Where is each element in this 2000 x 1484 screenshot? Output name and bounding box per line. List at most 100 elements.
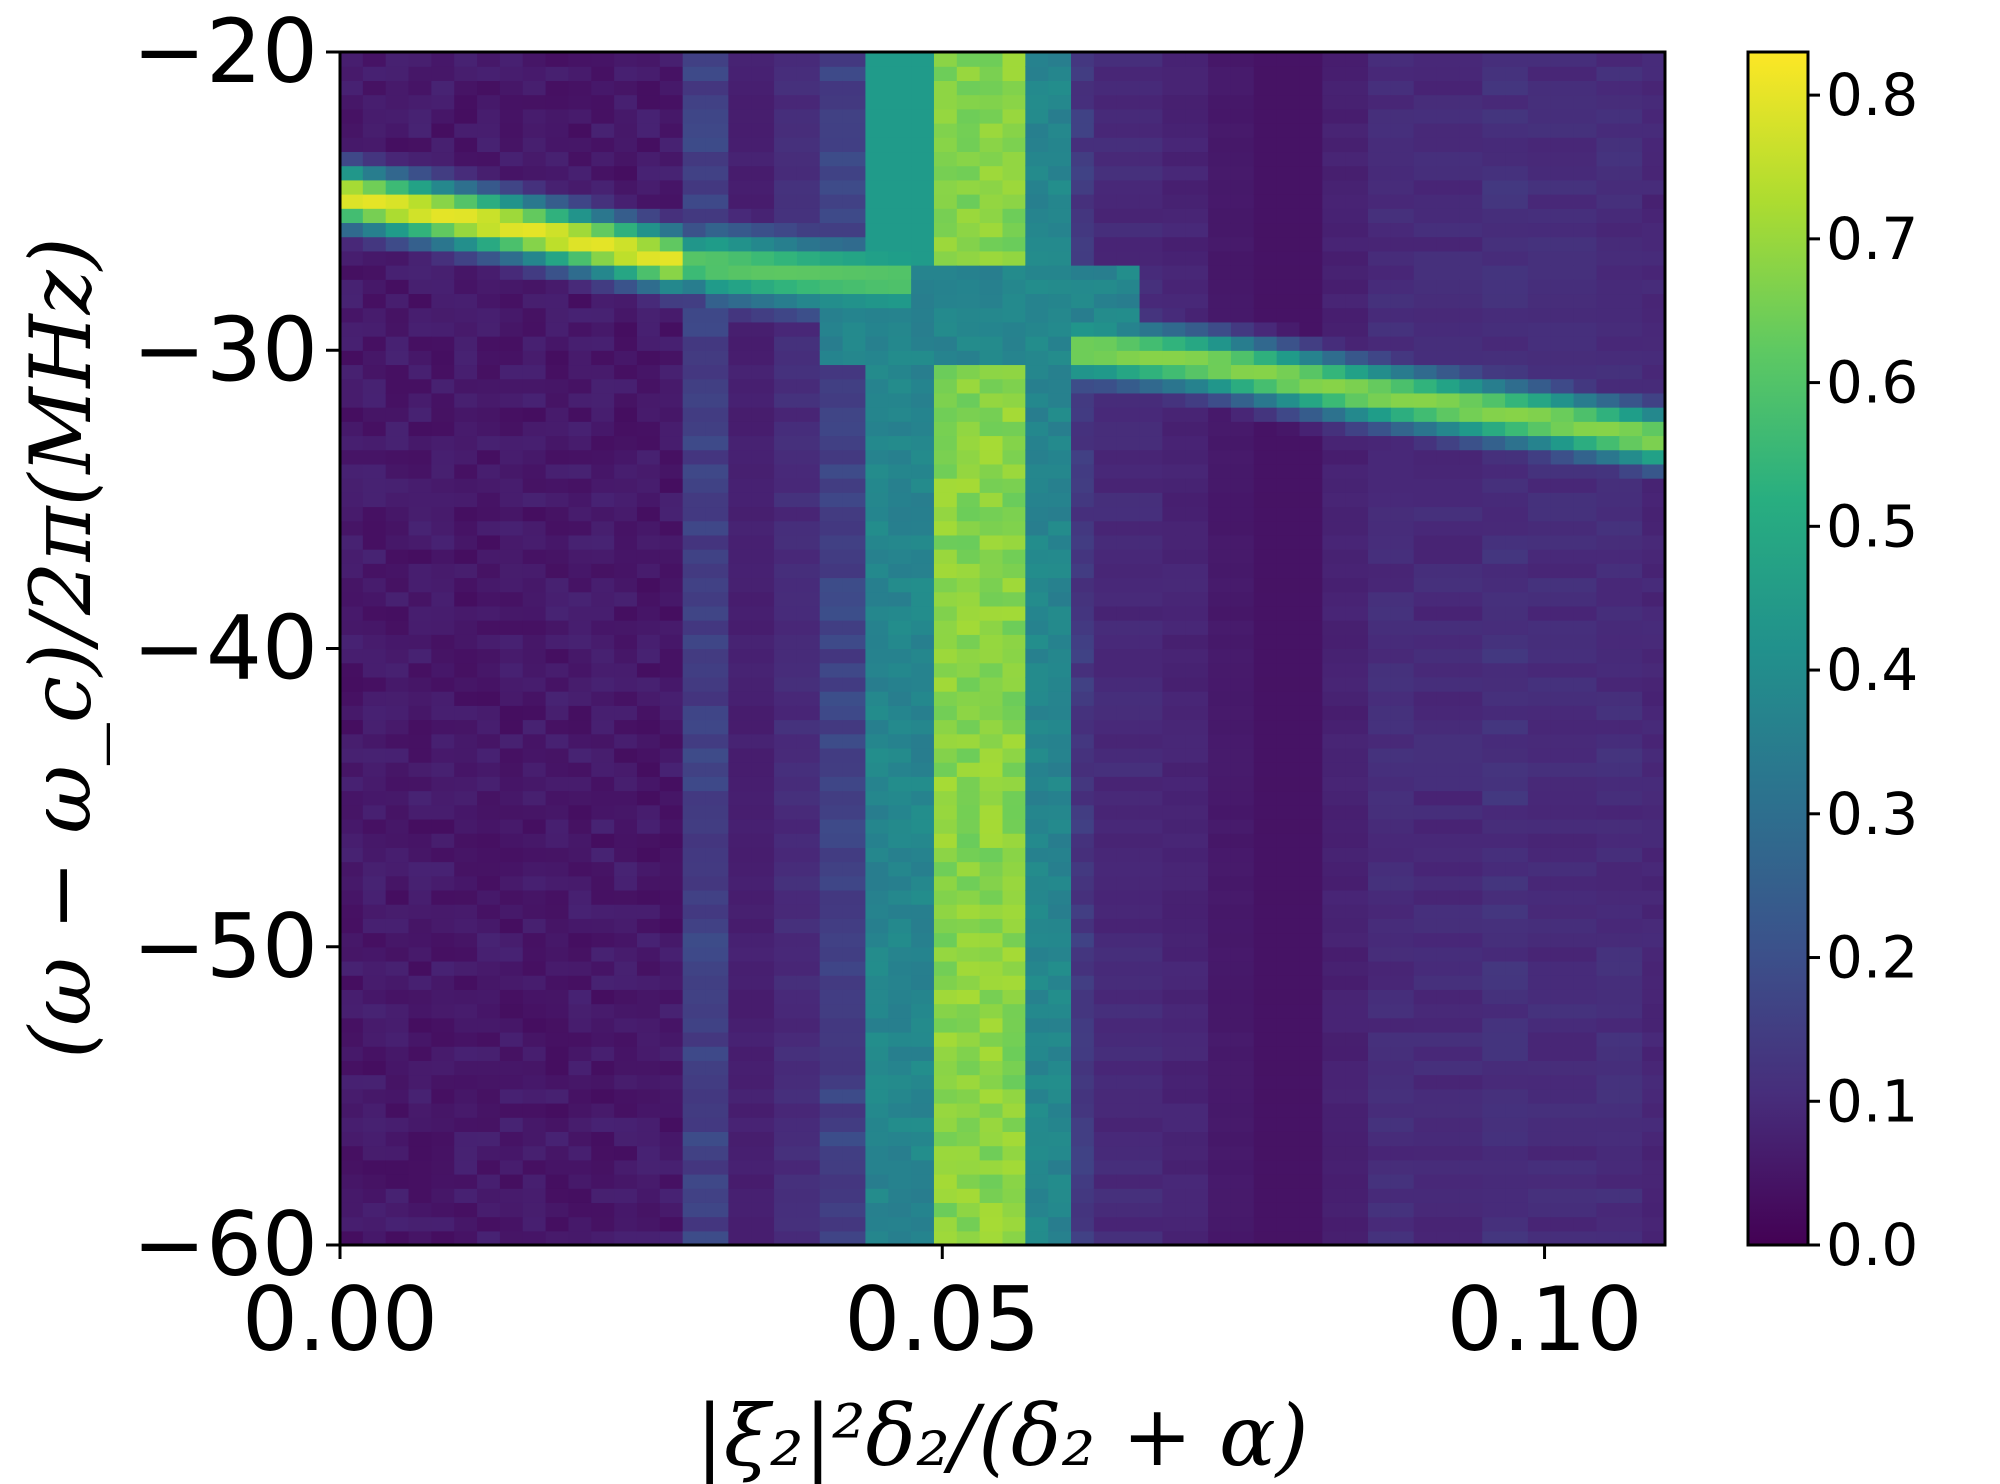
heatmap-cell: [1368, 549, 1392, 564]
heatmap-cell: [682, 705, 707, 721]
heatmap-cell: [1573, 463, 1598, 479]
heatmap-cell: [1436, 733, 1460, 749]
heatmap-cell: [591, 336, 615, 351]
heatmap-cell: [911, 605, 935, 621]
heatmap-cell: [682, 208, 707, 224]
heatmap-cell: [751, 222, 775, 238]
heatmap-cell: [1208, 776, 1232, 792]
heatmap-cell: [1390, 847, 1415, 863]
heatmap-cell: [956, 918, 981, 934]
heatmap-cell: [477, 1230, 501, 1246]
heatmap-cell: [819, 165, 844, 181]
heatmap-cell: [682, 975, 707, 990]
heatmap-cell: [1573, 364, 1598, 380]
heatmap-cell: [979, 1046, 1004, 1061]
heatmap-cell: [568, 676, 592, 692]
heatmap-cell: [477, 1031, 501, 1047]
heatmap-cell: [728, 321, 752, 337]
heatmap-cell: [408, 194, 432, 209]
heatmap-cell: [1322, 194, 1346, 209]
heatmap-cell: [1139, 1173, 1164, 1189]
heatmap-cell: [568, 889, 592, 905]
heatmap-cell: [1208, 321, 1232, 337]
heatmap-cell: [659, 236, 684, 252]
heatmap-cell: [728, 94, 752, 110]
heatmap-cell: [454, 634, 478, 650]
heatmap-cell: [1322, 108, 1346, 124]
heatmap-cell: [774, 818, 798, 834]
heatmap-cell: [522, 236, 547, 252]
heatmap-cell: [865, 279, 889, 295]
heatmap-cell: [1299, 165, 1323, 181]
heatmap-cell: [956, 946, 981, 962]
heatmap-cell: [1276, 350, 1301, 366]
heatmap-cell: [1299, 1230, 1323, 1246]
heatmap-cell: [1619, 747, 1643, 763]
heatmap-cell: [933, 449, 958, 465]
heatmap-cell: [614, 549, 638, 564]
heatmap-cell: [522, 1131, 547, 1147]
heatmap-cell: [1116, 108, 1141, 124]
heatmap-cell: [1550, 1017, 1575, 1033]
heatmap-cell: [1116, 52, 1141, 67]
heatmap-cell: [1322, 875, 1346, 891]
heatmap-cell: [911, 463, 935, 479]
heatmap-cell: [340, 577, 364, 593]
heatmap-cell: [568, 165, 592, 181]
heatmap-cell: [728, 378, 752, 394]
heatmap-cell: [614, 1074, 638, 1090]
heatmap-cell: [477, 108, 501, 124]
heatmap-cell: [1642, 222, 1666, 238]
heatmap-cell: [1093, 66, 1118, 81]
heatmap-cell: [454, 123, 478, 138]
heatmap-cell: [888, 591, 912, 607]
heatmap-cell: [1048, 847, 1072, 863]
heatmap-cell: [591, 1031, 615, 1047]
heatmap-cell: [933, 179, 958, 195]
heatmap-cell: [1436, 1003, 1460, 1019]
heatmap-cell: [385, 94, 410, 110]
heatmap-cell: [1596, 407, 1620, 422]
heatmap-cell: [1642, 520, 1666, 536]
heatmap-cell: [568, 1031, 592, 1047]
heatmap-cell: [1139, 151, 1164, 167]
heatmap-cell: [1116, 1060, 1141, 1076]
heatmap-cell: [956, 691, 981, 706]
heatmap-cell: [1436, 52, 1460, 67]
heatmap-cell: [1390, 1117, 1415, 1132]
heatmap-cell: [568, 1046, 592, 1061]
heatmap-cell: [774, 123, 798, 138]
heatmap-cell: [1093, 1017, 1118, 1033]
heatmap-cell: [888, 818, 912, 834]
heatmap-cell: [1459, 1031, 1483, 1047]
heatmap-cell: [591, 279, 615, 295]
heatmap-cell: [705, 66, 729, 81]
heatmap-cell: [933, 435, 958, 451]
heatmap-cell: [979, 94, 1004, 110]
heatmap-cell: [1025, 80, 1049, 96]
heatmap-cell: [614, 236, 638, 252]
heatmap-cell: [728, 620, 752, 635]
heatmap-cell: [1208, 960, 1232, 976]
heatmap-cell: [454, 1188, 478, 1203]
heatmap-cell: [1436, 975, 1460, 990]
heatmap-cell: [1002, 179, 1026, 195]
heatmap-cell: [1505, 932, 1529, 948]
heatmap-cell: [888, 463, 912, 479]
heatmap-cell: [1436, 904, 1460, 919]
heatmap-cell: [1322, 151, 1346, 167]
heatmap-cell: [1185, 875, 1209, 891]
heatmap-cell: [1299, 250, 1323, 266]
heatmap-cell: [545, 52, 570, 67]
heatmap-cell: [1299, 577, 1323, 593]
heatmap-cell: [1642, 1216, 1666, 1232]
heatmap-cell: [1299, 378, 1323, 394]
heatmap-cell: [933, 1202, 958, 1218]
heatmap-cell: [545, 1017, 570, 1033]
heatmap-cell: [1276, 1031, 1301, 1047]
heatmap-cell: [751, 123, 775, 138]
heatmap-cell: [1162, 1173, 1186, 1189]
heatmap-cell: [1527, 676, 1552, 692]
heatmap-cell: [431, 52, 455, 67]
heatmap-cell: [911, 407, 935, 422]
